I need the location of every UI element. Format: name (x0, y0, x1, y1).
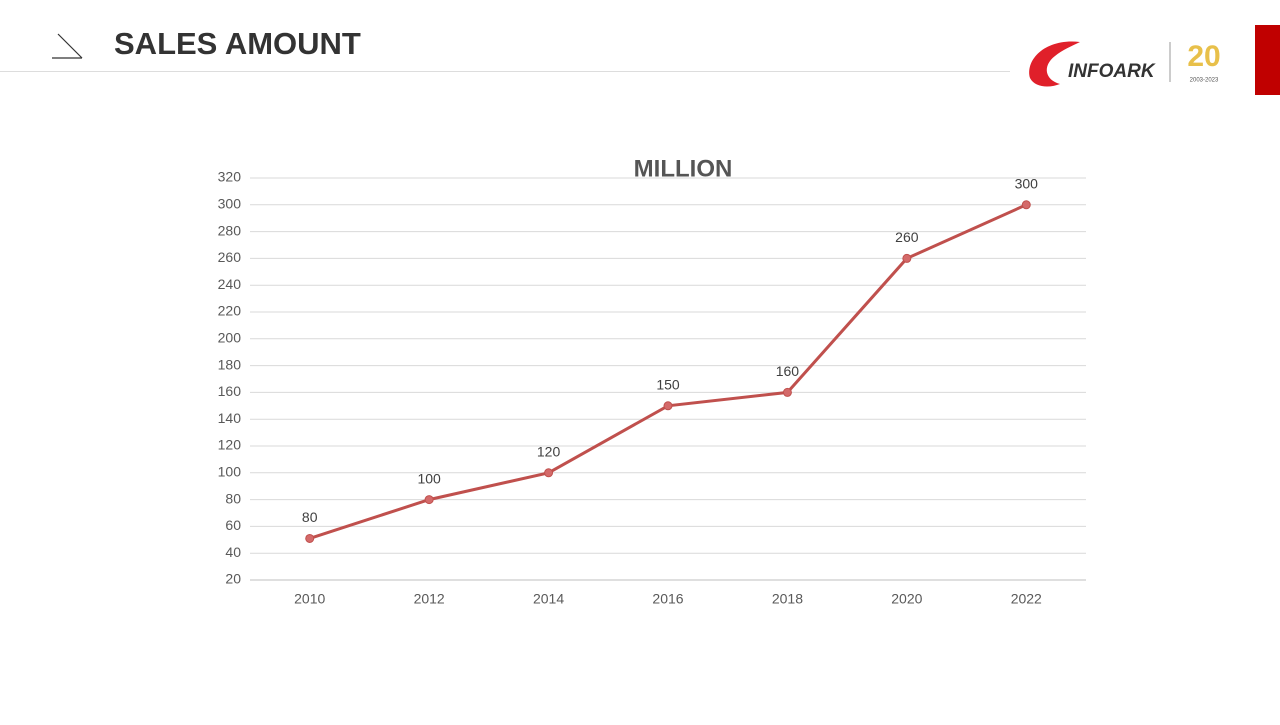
x-tick-label: 2012 (414, 591, 445, 607)
point-label: 260 (895, 229, 919, 245)
icon (57, 33, 83, 59)
y-tick-label: 220 (218, 303, 242, 319)
y-tick-label: 160 (218, 383, 242, 399)
point (902, 253, 912, 263)
point-label: 120 (537, 444, 561, 460)
point-label: 80 (302, 509, 318, 525)
point-label: 100 (417, 470, 441, 486)
slide-title: SALES AMOUNT (114, 26, 361, 61)
logo-mark (1029, 41, 1080, 87)
point (424, 495, 434, 505)
x-tick-label: 2020 (891, 591, 922, 607)
x-tick-label: 2014 (533, 591, 564, 607)
y-tick-label: 20 (225, 571, 241, 587)
point-label: 160 (776, 363, 800, 379)
y-tick-label: 300 (218, 196, 242, 212)
x-tick-label: 2010 (294, 591, 325, 607)
point (1021, 200, 1031, 210)
y-tick-label: 100 (218, 464, 242, 480)
y-tick-label: 280 (218, 222, 242, 238)
point (305, 533, 315, 543)
y-tick-label: 140 (218, 410, 242, 426)
y-tick-label: 260 (218, 249, 242, 265)
y-tick-label: 40 (225, 544, 241, 560)
point (544, 468, 554, 478)
accent-bar (1255, 25, 1280, 95)
x-tick-label: 2022 (1011, 591, 1042, 607)
point-label: 300 (1015, 176, 1039, 192)
x-tick-label: 2016 (652, 591, 683, 607)
line (309, 203, 1027, 540)
y-tick-label: 80 (225, 490, 241, 506)
logo-name: INFOARK (1068, 61, 1156, 82)
logo-badge: 20 (1187, 40, 1220, 73)
y-tick-label: 180 (218, 356, 242, 372)
y-tick-label: 200 (218, 330, 242, 346)
y-tick-label: 60 (225, 517, 241, 533)
logo-years: 2003-2023 (1190, 78, 1219, 84)
y-tick-label: 240 (218, 276, 242, 292)
y-tick-label: 120 (218, 437, 242, 453)
point-label: 150 (656, 377, 680, 393)
point (782, 387, 792, 397)
y-tick-label: 320 (218, 169, 242, 185)
x-tick-label: 2018 (772, 591, 803, 607)
point (663, 401, 673, 411)
